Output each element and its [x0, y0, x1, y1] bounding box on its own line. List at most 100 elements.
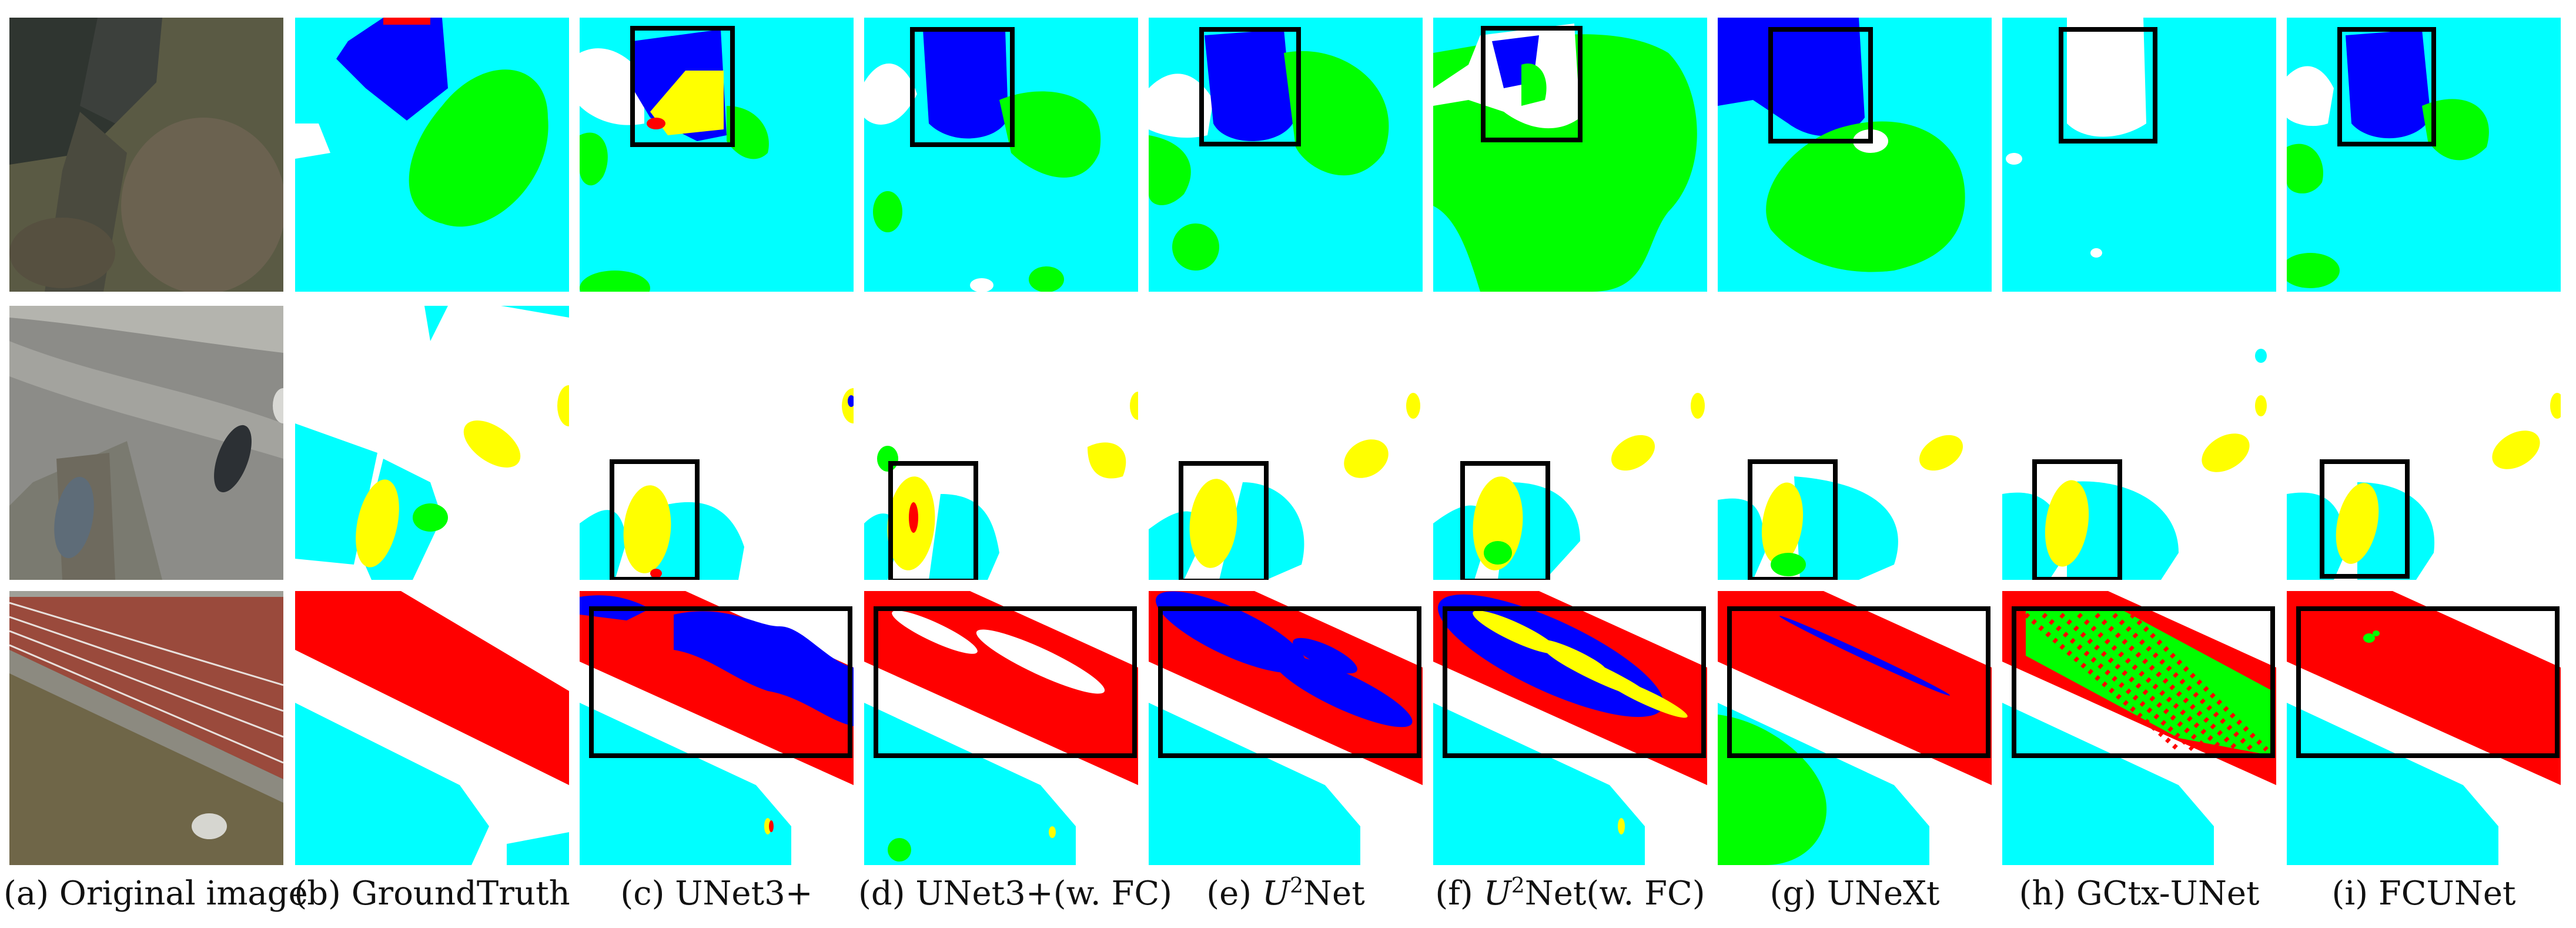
- tree-region: [2422, 99, 2489, 161]
- tree-region: [873, 191, 902, 232]
- segmentation-map-e: [1149, 306, 1423, 580]
- segmentation-map-a: [9, 18, 283, 292]
- building-region: [1779, 616, 1951, 696]
- tile-row-3-c: [580, 591, 854, 865]
- highlight-box: [910, 27, 1015, 147]
- impervious-region: [2287, 66, 2334, 126]
- photo-edge: [9, 591, 283, 597]
- tree-region: [580, 132, 608, 186]
- low-vegetation-region: [1433, 703, 1645, 865]
- low-vegetation-region: [864, 703, 1076, 865]
- segmentation-map-b: [295, 591, 569, 865]
- tree-region: [1284, 51, 1389, 176]
- tile-row-3-f: [1433, 591, 1707, 865]
- car-region: [1088, 442, 1126, 479]
- caption-superscript: 2: [1511, 874, 1525, 898]
- car-region: [1049, 826, 1056, 838]
- clutter-region: [650, 569, 662, 578]
- photo-car: [54, 476, 94, 559]
- car-region: [557, 385, 569, 426]
- highlight-box: [1199, 27, 1301, 146]
- low-vegetation-region: [929, 494, 999, 580]
- segmentation-map-h: [2002, 306, 2276, 580]
- low-vegetation-region: [1794, 476, 1898, 580]
- caption-prefix: (f): [1435, 874, 1484, 913]
- segmentation-map-c: [580, 306, 854, 580]
- impervious-region: [580, 48, 644, 125]
- car-region: [1189, 479, 1237, 568]
- car-region: [463, 420, 521, 468]
- segmentation-map-h: [2002, 591, 2276, 865]
- building-region: [923, 29, 1008, 139]
- tile-row-1-h: [2002, 18, 2276, 292]
- segmentation-map-g: [1718, 306, 1992, 580]
- caption-label: UNet3+(w. FC): [915, 874, 1173, 913]
- tile-row-2-g: [1718, 306, 1992, 580]
- segmentation-map-b: [295, 18, 569, 292]
- car-region: [1919, 435, 1963, 471]
- building-region: [1205, 29, 1293, 141]
- car-region: [1344, 439, 1389, 478]
- clutter-region: [647, 118, 665, 129]
- tile-row-3-e: [1149, 591, 1423, 865]
- low-vegetation-region: [1718, 498, 1765, 580]
- segmentation-map-h: [2002, 18, 2276, 292]
- photo-object: [192, 813, 227, 839]
- tile-row-3-h: [2002, 591, 2276, 865]
- segmentation-map-f: [1433, 18, 1707, 292]
- tree-region: [1029, 266, 1064, 292]
- car-region: [2550, 393, 2561, 419]
- segmentation-map-a: [9, 306, 283, 580]
- tree-region: [2026, 609, 2273, 756]
- clutter-region: [2287, 591, 2561, 785]
- photo-curb: [9, 650, 283, 803]
- highlight-box: [2059, 27, 2157, 143]
- car-region: [2255, 395, 2267, 416]
- segmentation-map-g: [1718, 591, 1992, 865]
- tile-row-1-g: [1718, 18, 1992, 292]
- caption-prefix: (b): [294, 874, 352, 913]
- low-vegetation-region: [507, 832, 569, 865]
- caption-b: (b) GroundTruth: [289, 870, 575, 917]
- impervious-region: [864, 63, 917, 125]
- impervious-region: [1054, 613, 1098, 639]
- low-vegetation-region: [580, 510, 627, 580]
- highlight-box: [610, 459, 700, 580]
- car-region: [1406, 393, 1420, 419]
- caption-d: (d) UNet3+(w. FC): [858, 870, 1172, 917]
- car-region: [356, 479, 399, 568]
- segmentation-map-i: [2287, 591, 2561, 865]
- segmentation-map-i: [2287, 306, 2561, 580]
- tree-region: [2287, 143, 2323, 193]
- caption-prefix: (a): [4, 874, 59, 913]
- caption-superscript: 2: [1290, 874, 1304, 898]
- clutter-region: [2130, 613, 2269, 752]
- car-region: [1618, 818, 1625, 834]
- highlight-box: [1768, 27, 1873, 143]
- building-region: [848, 395, 854, 407]
- photo-lane-line: [9, 616, 283, 712]
- photo-sign: [273, 388, 283, 423]
- tile-row-3-d: [864, 591, 1138, 865]
- low-vegetation-region: [2287, 703, 2498, 865]
- tile-row-2-c: [580, 306, 854, 580]
- tile-row-1-c: [580, 18, 854, 292]
- caption-math: U: [1262, 874, 1290, 913]
- caption-prefix: (c): [620, 874, 675, 913]
- highlight-box: [888, 461, 978, 580]
- tree-region: [1172, 223, 1219, 271]
- caption-h: (h) GCtx-UNet: [1996, 870, 2282, 917]
- photo-track: [9, 591, 283, 779]
- impervious-region: [1149, 74, 1213, 138]
- car-region: [1611, 435, 1655, 471]
- photo-grass-dark: [9, 218, 115, 288]
- highlight-box: [2320, 459, 2410, 579]
- segmentation-map-d: [864, 591, 1138, 865]
- segmentation-map-d: [864, 18, 1138, 292]
- highlight-box: [2296, 606, 2560, 758]
- car-region: [1761, 482, 1804, 565]
- caption-label: GCtx-UNet: [2076, 874, 2260, 913]
- highlight-box: [1158, 606, 1421, 758]
- caption-a: (a) Original image: [4, 870, 308, 917]
